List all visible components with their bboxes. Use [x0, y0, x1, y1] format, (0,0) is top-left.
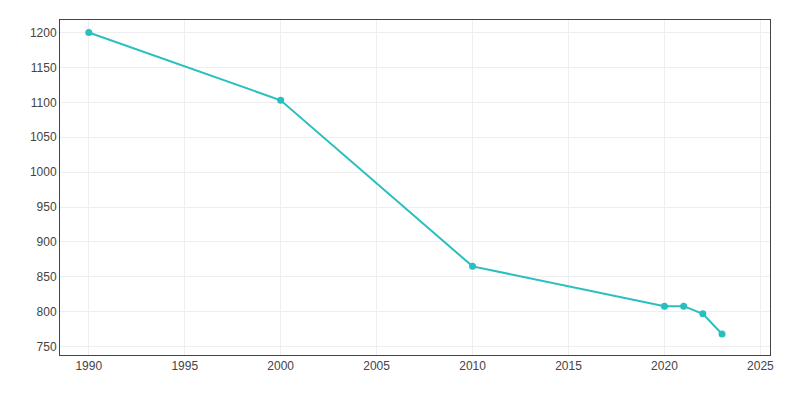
- svg-text:1000: 1000: [30, 165, 57, 179]
- svg-text:750: 750: [37, 340, 57, 354]
- svg-text:2020: 2020: [651, 359, 678, 373]
- svg-text:2015: 2015: [555, 359, 582, 373]
- svg-text:2005: 2005: [363, 359, 390, 373]
- svg-text:1050: 1050: [30, 130, 57, 144]
- svg-text:1990: 1990: [75, 359, 102, 373]
- svg-text:1995: 1995: [171, 359, 198, 373]
- svg-text:850: 850: [37, 270, 57, 284]
- svg-text:1150: 1150: [31, 61, 57, 75]
- svg-text:1100: 1100: [31, 96, 57, 110]
- svg-text:2000: 2000: [267, 359, 294, 373]
- svg-text:1200: 1200: [30, 26, 57, 40]
- svg-text:2025: 2025: [747, 359, 774, 373]
- svg-text:2010: 2010: [459, 359, 486, 373]
- svg-text:800: 800: [37, 305, 57, 319]
- svg-text:900: 900: [37, 235, 57, 249]
- svg-text:950: 950: [37, 200, 57, 214]
